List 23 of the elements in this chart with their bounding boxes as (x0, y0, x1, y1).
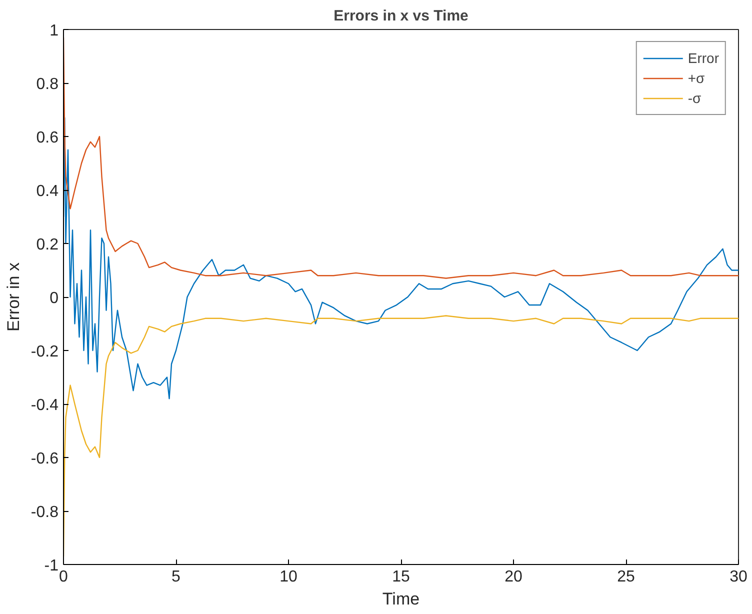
y-tick-label: 0 (50, 290, 59, 307)
x-tick-label: 25 (617, 568, 635, 586)
y-tick-label: 0.6 (36, 130, 59, 146)
y-tick-label: 0.4 (36, 183, 59, 200)
legend-label: +σ (688, 70, 706, 86)
y-tick-label: -1 (44, 558, 59, 574)
x-axis-title: Time (382, 590, 420, 608)
x-tick-label: 15 (392, 568, 410, 586)
y-tick-label: -0.2 (30, 344, 59, 360)
x-tick-label: 20 (504, 568, 522, 586)
y-tick-label: 0.2 (36, 236, 59, 254)
y-axis-title: Error in x (4, 262, 23, 332)
y-tick-label: 1 (50, 22, 59, 40)
y-tick-label: -0.6 (30, 450, 59, 468)
legend-label: Error (688, 50, 719, 66)
x-tick-label: 30 (730, 568, 748, 586)
chart-title: Errors in x vs Time (334, 8, 468, 24)
x-tick-label: 10 (280, 568, 298, 586)
y-tick-label: 0.8 (36, 76, 59, 93)
x-tick-label: 5 (172, 568, 181, 586)
y-tick-label: -0.4 (30, 397, 59, 414)
legend-label: -σ (688, 90, 702, 106)
y-tick-label: -0.8 (30, 504, 59, 521)
